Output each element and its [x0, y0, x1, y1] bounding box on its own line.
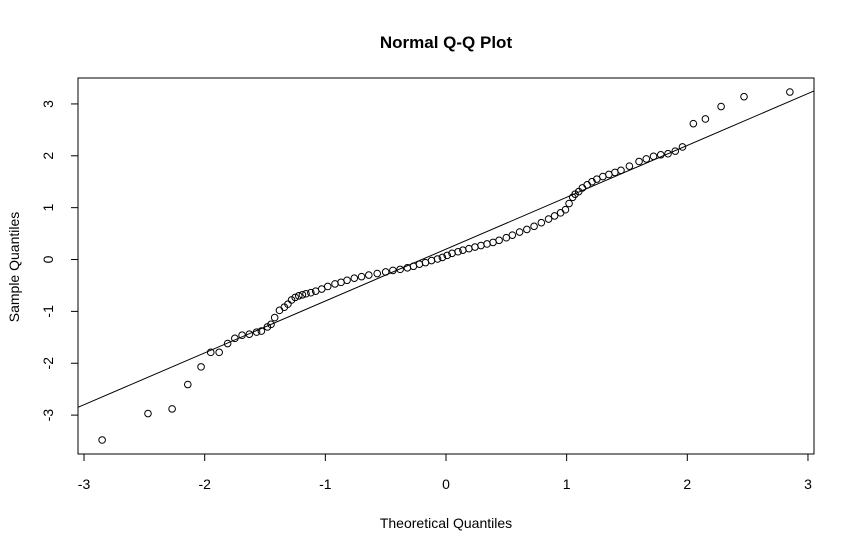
data-point	[649, 152, 658, 161]
data-point	[671, 147, 680, 155]
data-point	[656, 150, 665, 159]
x-axis-label: Theoretical Quantiles	[380, 515, 512, 531]
data-point	[717, 102, 725, 111]
data-point	[635, 157, 643, 166]
data-point	[267, 320, 275, 329]
x-tick-label: 2	[683, 476, 691, 492]
data-point	[550, 212, 559, 220]
x-tick-label: -2	[198, 476, 211, 492]
data-point	[183, 380, 192, 389]
data-point	[389, 266, 397, 275]
data-point	[298, 290, 307, 299]
y-tick-label: 3	[40, 100, 56, 108]
data-point	[678, 143, 687, 151]
data-point	[197, 363, 205, 371]
data-point	[373, 269, 382, 278]
data-point	[625, 162, 634, 170]
data-point	[454, 247, 462, 256]
y-axis-label: Sample Quantiles	[6, 212, 22, 323]
x-tick-label: -1	[319, 476, 332, 492]
x-tick-label: 3	[804, 476, 812, 492]
x-axis: -3 -2 -1 0 1 2 3	[78, 453, 812, 492]
data-point	[689, 119, 698, 128]
data-point	[168, 405, 176, 413]
y-tick-label: 0	[40, 255, 56, 263]
data-point	[238, 331, 246, 340]
data-point	[295, 292, 303, 300]
data-point	[664, 149, 672, 158]
data-point	[523, 225, 531, 234]
data-point	[307, 288, 315, 297]
data-point	[617, 166, 625, 175]
x-tick-label: 1	[563, 476, 571, 492]
data-point	[537, 218, 546, 227]
data-point	[701, 115, 710, 123]
data-point	[231, 334, 239, 343]
data-point	[270, 313, 279, 322]
data-point	[515, 228, 524, 236]
data-point	[245, 330, 254, 338]
data-point	[438, 253, 447, 262]
y-tick-label: -2	[40, 357, 56, 370]
x-tick-label: -3	[78, 476, 91, 492]
x-tick-label: 0	[442, 476, 450, 492]
y-tick-label: 1	[40, 204, 56, 212]
y-axis: -3 -2 -1 0 1 2 3	[40, 100, 79, 422]
data-point	[223, 339, 232, 348]
data-point	[206, 348, 215, 357]
data-point	[508, 231, 517, 239]
data-point	[252, 328, 261, 336]
data-points	[98, 88, 794, 444]
reference-line-group	[77, 90, 815, 408]
data-point	[740, 92, 748, 101]
qq-reference-line	[77, 90, 815, 408]
data-point	[350, 274, 359, 282]
y-tick-label: -1	[40, 305, 56, 318]
data-point	[443, 251, 452, 260]
data-point	[396, 265, 404, 274]
data-point	[530, 222, 538, 231]
data-point	[642, 155, 651, 163]
y-tick-label: -3	[40, 409, 56, 422]
data-point	[364, 271, 373, 279]
data-point	[323, 282, 332, 291]
data-point	[215, 348, 223, 357]
chart-title: Normal Q-Q Plot	[380, 33, 513, 52]
data-point	[144, 409, 152, 418]
data-point	[98, 436, 106, 444]
data-point	[291, 293, 299, 302]
data-point	[357, 272, 366, 281]
data-point	[786, 88, 794, 96]
data-point	[302, 289, 310, 298]
data-point	[561, 205, 570, 214]
data-point	[343, 276, 351, 285]
data-point	[433, 255, 442, 263]
y-tick-label: 2	[40, 152, 56, 160]
data-point	[495, 236, 503, 245]
data-point	[381, 268, 390, 276]
data-point	[544, 215, 553, 223]
data-point	[565, 199, 573, 208]
data-point	[257, 327, 266, 335]
